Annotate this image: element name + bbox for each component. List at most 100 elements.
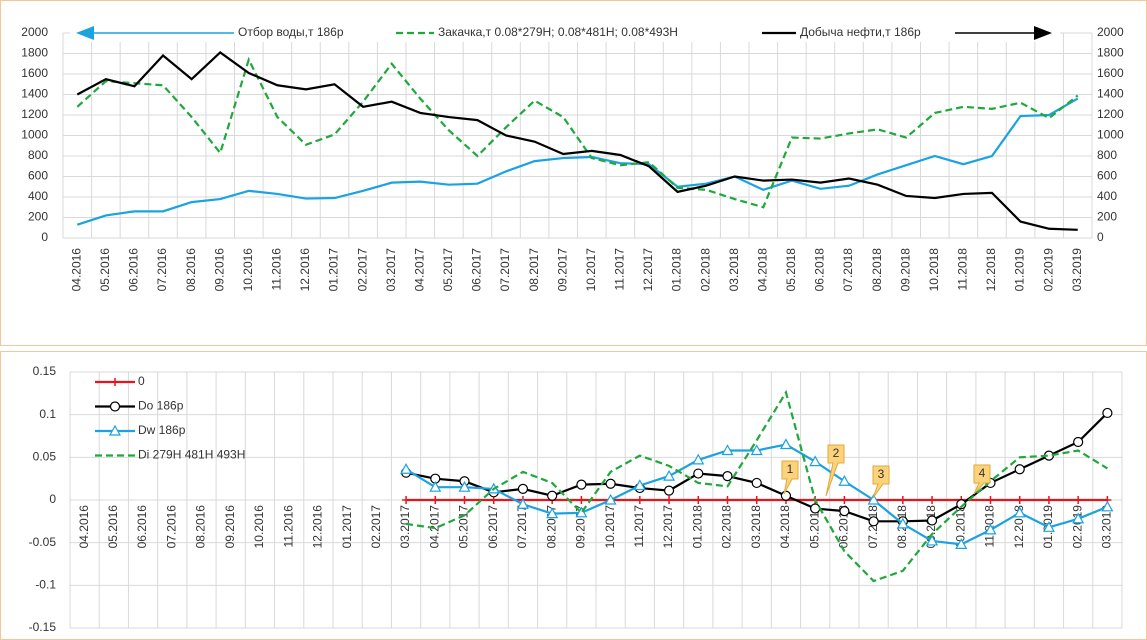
marker [1013, 506, 1026, 518]
legend-arrow-head [76, 26, 94, 40]
y-tick-label: 1800 [21, 46, 48, 60]
y-tick-label: 0 [49, 492, 56, 506]
marker [1101, 500, 1114, 512]
x-tick-label: 02.2018 [698, 248, 712, 292]
x-tick-label: 07.2018 [866, 505, 880, 549]
annotation: 3 [878, 467, 885, 481]
x-tick-label: 04.2017 [427, 505, 441, 549]
y2-tick-label: 2000 [1097, 25, 1124, 39]
marker [665, 496, 674, 504]
x-tick-label: 03.2019 [1100, 505, 1114, 549]
x-tick-label: 01.2017 [327, 248, 341, 292]
x-tick-label: 06.2018 [837, 505, 851, 549]
y2-tick-label: 1600 [1097, 66, 1124, 80]
marker [1102, 407, 1113, 419]
y-tick-label: 800 [28, 148, 48, 162]
y-tick-label: 2000 [21, 25, 48, 39]
chart-frame [0, 351, 1147, 640]
x-tick-label: 07.2017 [498, 248, 512, 292]
marker [750, 444, 763, 456]
legend-arrow-head [1034, 26, 1052, 40]
x-tick-label: 11.2018 [956, 248, 970, 291]
y-tick-label: 0.1 [39, 407, 56, 421]
x-tick-label: 03.2017 [398, 505, 412, 549]
marker [517, 483, 529, 495]
y-tick-label: 1000 [21, 128, 48, 142]
marker [694, 496, 703, 504]
marker [984, 523, 997, 535]
legend-bg [70, 24, 1060, 42]
marker [898, 496, 907, 504]
marker [955, 538, 968, 549]
marker [986, 496, 995, 504]
x-tick-label: 07.2016 [155, 248, 169, 292]
x-tick-label: 08.2017 [527, 248, 541, 292]
marker [838, 474, 851, 486]
x-tick-label: 02.2019 [1070, 505, 1084, 549]
annotation: 1 [787, 462, 794, 476]
y-tick-label: 1600 [21, 66, 48, 80]
chart-frame [0, 0, 1147, 346]
x-tick-label: 05.2018 [807, 505, 821, 549]
x-tick-label: 03.2018 [727, 248, 741, 292]
marker [840, 496, 849, 504]
marker [926, 515, 938, 526]
x-tick-label: 11.2017 [632, 505, 646, 548]
marker [839, 505, 850, 517]
annotation: 4 [979, 466, 986, 480]
callout [872, 465, 890, 499]
y2-tick-label: 0 [1097, 230, 1104, 244]
legend-label: Dw 186р [138, 423, 186, 437]
x-tick-label: 03.2018 [749, 505, 763, 549]
x-tick-label: 07.2016 [164, 505, 178, 549]
marker [809, 455, 822, 467]
y-tick-label: 200 [28, 210, 48, 224]
x-tick-label: 11.2017 [613, 248, 627, 291]
x-tick-label: 09.2018 [898, 248, 912, 292]
x-tick-label: 08.2018 [870, 248, 884, 292]
x-tick-label: 05.2016 [106, 505, 120, 549]
marker [722, 471, 733, 482]
legend-label: Di 279Н 481Н 493Н [138, 448, 245, 462]
x-tick-label: 04.2016 [69, 248, 83, 292]
y2-tick-label: 1000 [1097, 128, 1124, 142]
marker [604, 493, 617, 505]
marker [577, 496, 586, 504]
marker [546, 507, 559, 519]
x-tick-label: 02.2017 [355, 248, 369, 292]
marker [109, 401, 121, 412]
x-tick-label: 06.2017 [470, 248, 484, 292]
annotation: 2 [833, 446, 840, 460]
marker [926, 534, 939, 546]
series-line [76, 56, 1079, 209]
x-tick-label: 10.2017 [603, 505, 617, 549]
marker [575, 506, 588, 518]
y-tick-label: 0 [41, 230, 48, 244]
marker [692, 453, 705, 465]
marker [752, 496, 761, 504]
x-tick-label: 03.2019 [1070, 248, 1084, 292]
x-tick-label: 01.2018 [690, 505, 704, 549]
callout [825, 444, 845, 497]
x-tick-label: 03.2017 [384, 248, 398, 292]
marker [779, 438, 792, 450]
marker [1044, 496, 1053, 504]
x-tick-label: 02.2018 [720, 505, 734, 549]
x-tick-label: 10.2018 [927, 248, 941, 292]
legend-label: Do 186р [138, 399, 184, 413]
y-tick-label: 0.15 [33, 364, 57, 378]
y-tick-label: -0.15 [29, 620, 57, 634]
marker [1073, 436, 1084, 448]
callout [973, 464, 991, 495]
x-tick-label: 10.2016 [241, 248, 255, 292]
marker [723, 496, 732, 504]
legend-label: Отбор воды,т 186р [238, 25, 344, 39]
x-tick-label: 10.2017 [584, 248, 598, 292]
x-tick-label: 05.2016 [98, 248, 112, 292]
x-tick-label: 11.2016 [270, 248, 284, 291]
marker [896, 517, 909, 529]
x-tick-label: 12.2016 [311, 505, 325, 549]
y-tick-label: 600 [28, 169, 48, 183]
x-tick-label: 09.2016 [212, 248, 226, 292]
